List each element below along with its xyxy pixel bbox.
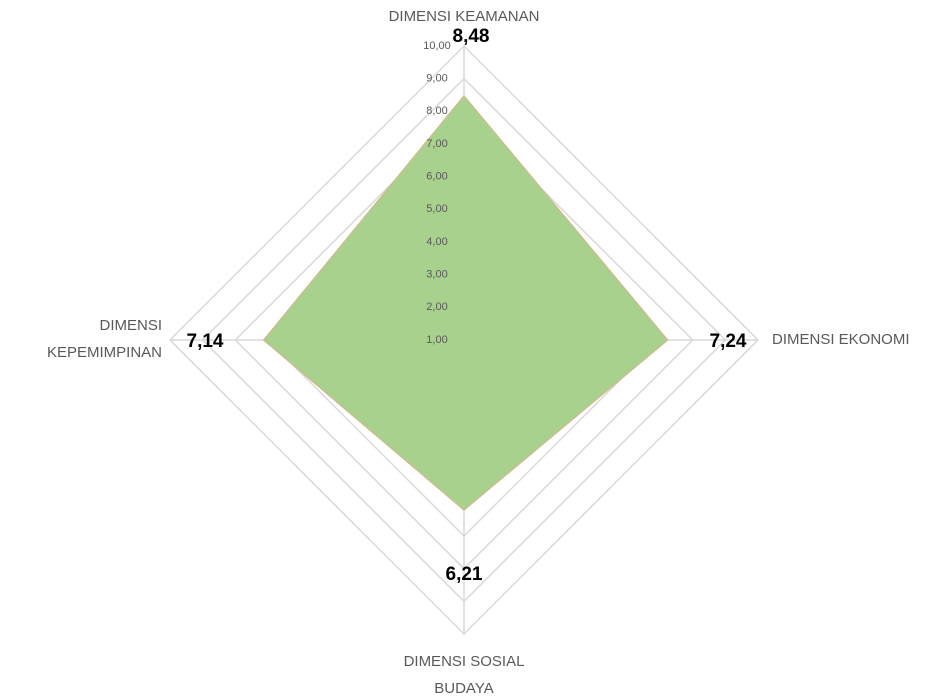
data-label: 7,24	[710, 331, 747, 352]
data-label: 6,21	[446, 564, 483, 585]
y-tick-label: 7,00	[426, 138, 447, 150]
area	[262, 94, 669, 511]
y-tick-label: 2,00	[426, 301, 447, 313]
y-tick-label: 5,00	[426, 203, 447, 215]
data-label: 7,14	[187, 331, 224, 352]
category-label: DIMENSI EKONOMI	[772, 331, 910, 348]
y-tick-label: 3,00	[426, 269, 447, 281]
data-label: 8,48	[453, 26, 490, 47]
category-label: DIMENSI SOSIAL BUDAYA	[403, 653, 525, 697]
category-label: DIMENSI KEAMANAN	[388, 8, 540, 25]
y-tick-label: 1,00	[426, 334, 447, 346]
y-tick-label: 10,00	[423, 40, 451, 52]
y-tick-label: 4,00	[426, 236, 447, 248]
y-tick-label: 6,00	[426, 171, 447, 183]
y-tick-label: 8,00	[426, 105, 447, 117]
category-label: DIMENSI KEPEMIMPINAN	[46, 317, 162, 361]
y-tick-label: 9,00	[426, 73, 447, 85]
